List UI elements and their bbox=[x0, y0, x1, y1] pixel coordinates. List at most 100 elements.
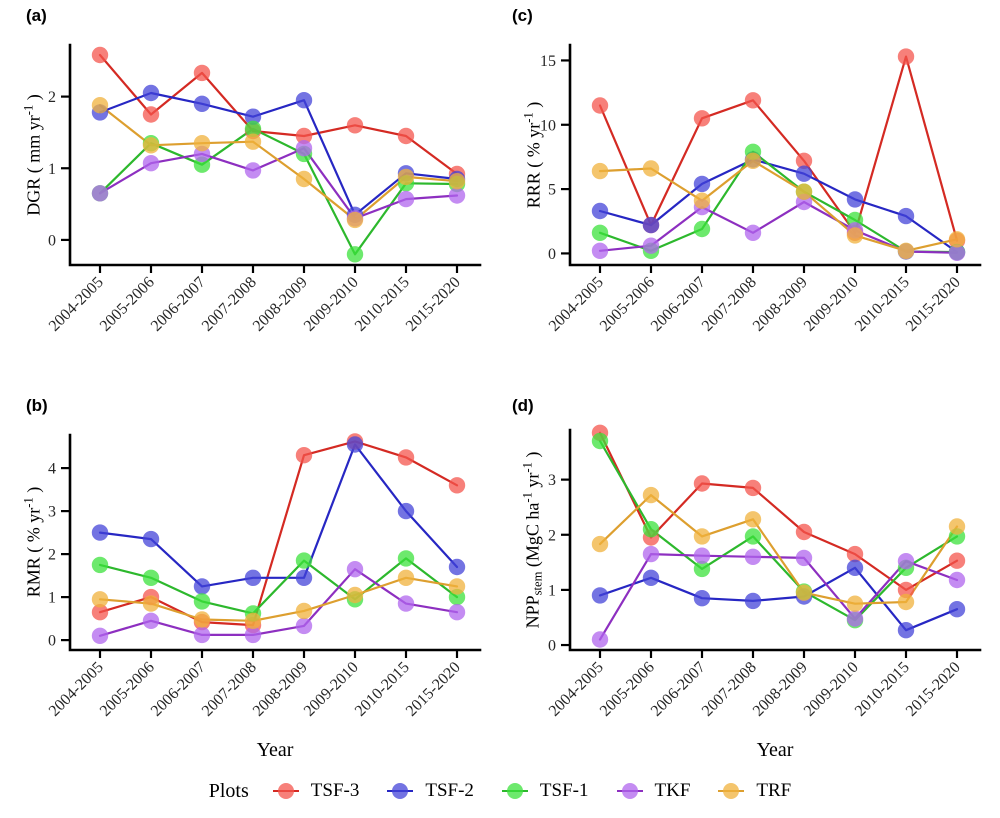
panel-d: (d) NPPstem (MgC ha-1 yr-1 ) 0 1 2 3 2004-20… bbox=[500, 390, 1000, 780]
panel-b-label: (b) bbox=[26, 396, 48, 415]
legend-entry-tsf-2: TSF-2 bbox=[385, 780, 474, 802]
data-point-tsf-1 bbox=[397, 550, 415, 567]
data-point-trf bbox=[795, 183, 813, 200]
x-tick-label: 2009-2010 bbox=[801, 274, 862, 335]
data-point-tsf-1 bbox=[591, 224, 609, 241]
data-point-tsf-2 bbox=[591, 587, 609, 604]
data-point-tsf-3 bbox=[91, 604, 109, 621]
data-point-tsf-1 bbox=[744, 528, 762, 545]
data-point-trf bbox=[744, 152, 762, 169]
legend-entry-tsf-1: TSF-1 bbox=[500, 780, 589, 802]
x-tick-label: 2010-2015 bbox=[352, 274, 413, 335]
y-tick-label: 1 bbox=[48, 161, 56, 178]
data-point-tsf-3 bbox=[346, 117, 364, 134]
data-point-tkf bbox=[591, 242, 609, 259]
data-point-tkf bbox=[897, 553, 915, 570]
panel-b: (b) RMR ( % yr-1 ) 0 1 2 3 4 2004-2005 2005-20… bbox=[0, 390, 500, 780]
data-point-trf bbox=[642, 486, 660, 504]
data-point-tsf-2 bbox=[693, 175, 711, 193]
data-point-tkf bbox=[142, 155, 160, 172]
data-point-trf bbox=[795, 584, 813, 601]
data-point-tsf-1 bbox=[346, 246, 364, 263]
panel-a-label: (a) bbox=[26, 6, 47, 25]
series-line-tsf-1 bbox=[598, 439, 959, 622]
panel-d-label: (d) bbox=[512, 396, 534, 415]
data-point-tsf-2 bbox=[193, 95, 211, 113]
data-point-tkf bbox=[795, 549, 813, 567]
data-point-tsf-2 bbox=[244, 569, 262, 586]
data-point-tsf-1 bbox=[591, 432, 609, 450]
x-tick-label: 2010-2015 bbox=[852, 659, 913, 720]
data-point-trf bbox=[846, 227, 864, 244]
y-tick-label: 2 bbox=[48, 547, 56, 564]
data-point-tkf bbox=[642, 237, 660, 254]
data-point-tsf-2 bbox=[642, 569, 660, 586]
axis-lines bbox=[568, 428, 982, 652]
data-point-trf bbox=[591, 162, 609, 180]
legend-key-point bbox=[506, 783, 523, 799]
y-tick-label: 3 bbox=[548, 472, 556, 489]
axis-lines bbox=[568, 43, 982, 267]
data-point-tsf-3 bbox=[591, 97, 609, 114]
legend-entry-label: TRF bbox=[756, 780, 792, 801]
x-tick-label: 2007-2008 bbox=[199, 274, 260, 335]
data-point-tsf-1 bbox=[693, 220, 711, 238]
data-point-trf bbox=[142, 137, 160, 154]
data-point-tsf-2 bbox=[448, 558, 466, 576]
data-point-tsf-3 bbox=[744, 92, 762, 109]
x-tick-label: 2006-2007 bbox=[148, 274, 209, 335]
y-tick-label: 10 bbox=[540, 117, 556, 134]
data-point-tsf-2 bbox=[846, 191, 864, 208]
legend-entry-label: TSF-3 bbox=[310, 780, 360, 801]
data-point-tsf-3 bbox=[744, 479, 762, 497]
legend-key-tsf-1-icon bbox=[501, 783, 528, 799]
data-point-tsf-3 bbox=[693, 110, 711, 127]
series-line-tsf-2 bbox=[98, 91, 459, 216]
data-point-tsf-2 bbox=[397, 502, 415, 520]
legend-entry-tsf-3: TSF-3 bbox=[271, 780, 360, 802]
series-line-tkf bbox=[98, 568, 459, 637]
data-point-tkf bbox=[642, 545, 660, 563]
series-line-tsf-3 bbox=[98, 440, 459, 627]
data-point-tsf-3 bbox=[295, 127, 313, 145]
x-tick-label: 2008-2009 bbox=[750, 659, 811, 720]
x-tick-label: 2010-2015 bbox=[852, 274, 913, 335]
data-point-tsf-3 bbox=[846, 545, 864, 563]
data-point-tsf-1 bbox=[193, 593, 211, 610]
data-point-tkf bbox=[693, 547, 711, 564]
y-tick-label: 1 bbox=[48, 590, 56, 607]
data-point-tkf bbox=[448, 604, 466, 621]
x-tick-label: 2005-2006 bbox=[97, 659, 158, 720]
x-tick-label: 2015-2020 bbox=[403, 659, 464, 720]
panel-a-plot: 0122004-20052005-20062006-20072007-20082… bbox=[46, 43, 482, 335]
series-line-tsf-1 bbox=[98, 557, 459, 615]
data-point-trf bbox=[346, 586, 364, 604]
x-tick-label: 2005-2006 bbox=[597, 274, 658, 335]
data-point-tsf-1 bbox=[91, 556, 109, 574]
data-point-tsf-3 bbox=[693, 475, 711, 492]
x-tick-label: 2008-2009 bbox=[750, 274, 811, 335]
data-point-tkf bbox=[244, 162, 262, 179]
legend-title: Plots bbox=[208, 779, 249, 802]
series-line-trf bbox=[98, 576, 459, 622]
data-point-trf bbox=[448, 578, 466, 595]
series-line-trf bbox=[598, 159, 959, 252]
data-point-tsf-3 bbox=[295, 447, 313, 464]
legend-key-point bbox=[392, 783, 409, 799]
y-tick-label: 0 bbox=[548, 246, 556, 263]
data-point-trf bbox=[295, 170, 313, 188]
data-point-tsf-3 bbox=[91, 46, 109, 64]
data-point-tsf-3 bbox=[795, 523, 813, 541]
data-point-tsf-2 bbox=[642, 216, 660, 234]
x-axis-title: Year bbox=[257, 739, 294, 761]
y-tick-label: 3 bbox=[48, 504, 56, 521]
legend: Plots TSF-3 TSF-2 TSF-1 TKF TRF bbox=[0, 768, 1000, 814]
x-tick-label: 2008-2009 bbox=[250, 659, 311, 720]
x-tick-label: 2009-2010 bbox=[801, 659, 862, 720]
y-tick-label: 0 bbox=[48, 232, 56, 249]
data-point-trf bbox=[693, 528, 711, 545]
data-point-tsf-3 bbox=[142, 106, 160, 123]
data-point-tkf bbox=[846, 610, 864, 627]
x-tick-label: 2015-2020 bbox=[903, 274, 964, 335]
data-point-trf bbox=[142, 595, 160, 612]
